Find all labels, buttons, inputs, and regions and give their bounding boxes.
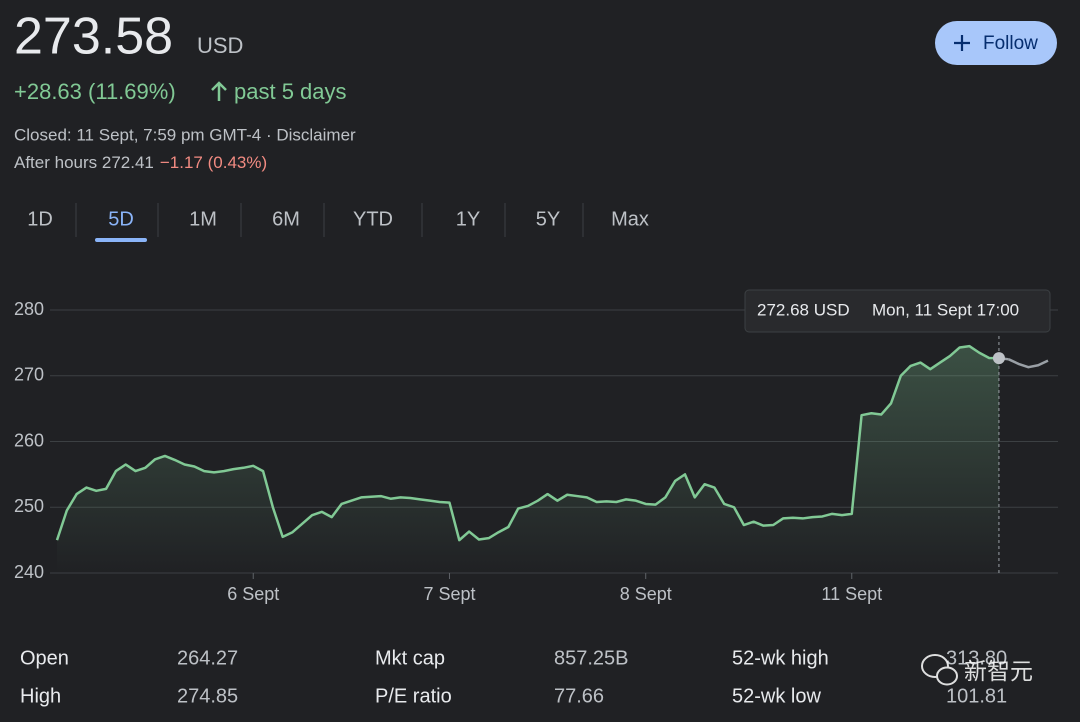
watermark-text: 新智元	[964, 658, 1033, 684]
stats-table: Open 264.27 Mkt cap 857.25B 52-wk high 313.80…	[20, 647, 1007, 707]
stat-label: Mkt cap	[375, 647, 445, 669]
period: past 5 days	[234, 79, 347, 104]
range-tabs: 1D 5D 1M 6M YTD 1Y 5Y Max	[27, 203, 649, 242]
stat-value: 77.66	[554, 685, 604, 707]
tab[interactable]: 1M	[189, 208, 217, 230]
price: 273.58	[14, 8, 173, 66]
tab[interactable]: 1D	[27, 208, 53, 230]
x-tick-label: 6 Sept	[227, 584, 279, 604]
change: +28.63 (11.69%)	[14, 79, 176, 104]
stat-value: 264.27	[177, 647, 238, 669]
tab[interactable]: 5D	[108, 208, 134, 230]
stat-label: 52-wk low	[732, 685, 821, 707]
follow-button-bg[interactable]	[935, 21, 1057, 65]
tab[interactable]: 5Y	[536, 208, 560, 230]
x-tick-label: 11 Sept	[821, 584, 882, 604]
closed-info: Closed: 11 Sept, 7:59 pm GMT-4 · Disclai…	[14, 125, 356, 144]
price-line-after	[1008, 358, 1049, 369]
stat-label: Open	[20, 647, 69, 669]
x-tick-label: 7 Sept	[423, 584, 475, 604]
tab[interactable]: 6M	[272, 208, 300, 230]
up-arrow	[211, 81, 227, 101]
stat-label: High	[20, 685, 61, 707]
stat-value: 857.25B	[554, 647, 629, 669]
stat-value: 274.85	[177, 685, 238, 707]
y-tick-label: 240	[14, 562, 44, 582]
tab[interactable]: Max	[611, 208, 649, 230]
after-hours-price: After hours 272.41	[14, 153, 154, 172]
watermark-icon	[921, 654, 949, 678]
stat-label: P/E ratio	[375, 685, 452, 707]
stat-value: 313.80	[946, 647, 1007, 669]
tab-underline	[95, 238, 147, 242]
tooltip-box	[744, 289, 1051, 333]
currency: USD	[197, 33, 243, 58]
x-tick-label: 8 Sept	[620, 584, 672, 604]
y-tick-label: 260	[14, 430, 44, 450]
y-tick-label: 250	[14, 496, 44, 516]
tooltip-value: 272.68 USD	[757, 300, 850, 319]
price-chart: 240 250 260 270 280 6 Sept 7 Sept 8 Sept 11 Sept…	[14, 289, 1058, 604]
hover-point	[992, 352, 1005, 365]
watermark: 新智元	[921, 654, 1033, 686]
price-line	[55, 344, 999, 542]
follow-label[interactable]: Follow	[983, 33, 1038, 54]
after-hours-change: −1.17 (0.43%)	[160, 153, 267, 172]
stat-label: 52-wk high	[732, 647, 829, 669]
y-tick-label: 270	[14, 365, 44, 385]
y-tick-label: 280	[14, 299, 44, 319]
follow-button[interactable]: Follow	[935, 21, 1057, 65]
area-fill	[57, 346, 999, 573]
plus-icon	[954, 35, 970, 51]
watermark-icon	[936, 666, 958, 686]
tooltip-time: Mon, 11 Sept 17:00	[872, 300, 1019, 319]
stat-value: 101.81	[946, 685, 1007, 707]
after-hours: After hours 272.41 −1.17 (0.43%)	[14, 153, 267, 172]
tab[interactable]: 1Y	[456, 208, 480, 230]
tab[interactable]: YTD	[353, 208, 393, 230]
